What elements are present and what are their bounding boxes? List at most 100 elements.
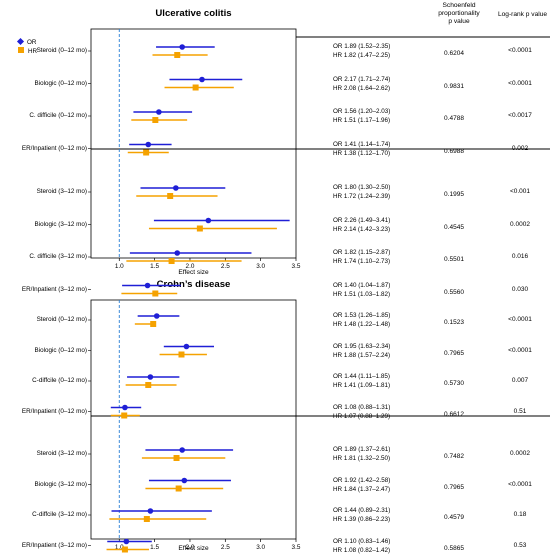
logrank-p: <0.0001 xyxy=(508,316,532,323)
x-axis-label: Effect size xyxy=(178,269,209,276)
hr-point xyxy=(143,149,150,156)
or-point xyxy=(179,44,185,50)
hr-point xyxy=(143,516,150,522)
or-point xyxy=(173,185,179,191)
schoenfeld-p: 0.4579 xyxy=(444,514,464,521)
or-estimate: OR 1.44 (1.11–1.85) xyxy=(333,373,390,380)
row-label: C-diffcile (3–12 mo) xyxy=(32,511,87,518)
row-label: C. difficile (3–12 mo) xyxy=(29,253,87,260)
hr-point xyxy=(121,546,128,553)
row-label: Biologic (3–12 mo) xyxy=(34,480,88,488)
logrank-p: 0.51 xyxy=(513,407,527,415)
legend-hr-label: HR xyxy=(28,48,38,55)
legend-or-label: OR xyxy=(27,39,37,46)
row-label: Biologic (3–12 mo) xyxy=(34,220,88,228)
schoenfeld-p: 0.5560 xyxy=(444,288,464,296)
schoenfeld-p: 0.1523 xyxy=(444,319,464,326)
logrank-p: 0.007 xyxy=(511,377,529,384)
or-point xyxy=(179,447,185,453)
or-estimate: OR 1.82 (1.15–2.87) xyxy=(333,249,391,256)
schoenfeld-p: 0.6988 xyxy=(444,147,464,155)
hr-point xyxy=(192,84,199,91)
or-estimate: OR 1.89 (1.37–2.61) xyxy=(333,446,391,453)
x-tick-label: 2.5 xyxy=(221,544,230,551)
hr-estimate: HR 1.72 (1.24–2.39) xyxy=(333,193,391,200)
schoenfeld-p: 0.5865 xyxy=(444,544,464,552)
legend-or: OR xyxy=(16,37,37,47)
hr-estimate: HR 2.08 (1.64–2.62) xyxy=(333,84,391,92)
x-tick-label: 1.5 xyxy=(150,544,159,551)
or-point xyxy=(183,343,190,350)
plot-frame xyxy=(90,299,297,540)
or-point xyxy=(156,109,162,115)
schoenfeld-p: 0.7482 xyxy=(444,453,464,460)
x-tick-label: 1.0 xyxy=(115,263,124,270)
hr-point xyxy=(152,117,159,123)
row-label: Steroid (0–12 mo) xyxy=(36,47,87,54)
x-tick-label: 1.5 xyxy=(150,263,159,270)
hr-estimate: HR 1.74 (1.10–2.73) xyxy=(333,258,391,265)
or-estimate: OR 2.17 (1.71–2.74) xyxy=(333,75,391,83)
hr-estimate: HR 1.41 (1.09–1.81) xyxy=(333,382,391,389)
row-label: ER/Inpatient (0–12 mo) xyxy=(21,144,87,152)
x-tick-label: 2.5 xyxy=(221,263,230,270)
panel-title: Ulcerative colitis xyxy=(155,8,232,19)
hr-estimate: HR 1.39 (0.86–2.23) xyxy=(333,516,391,523)
hr-point xyxy=(168,258,175,264)
schoenfeld-p: 0.6204 xyxy=(444,50,464,57)
logrank-p: <0.0001 xyxy=(508,480,532,488)
row-label: Steroid (0–12 mo) xyxy=(36,316,87,323)
x-tick-label: 3.5 xyxy=(292,263,301,270)
or-estimate: OR 1.53 (1.26–1.85) xyxy=(333,312,391,319)
legend-hr-marker xyxy=(18,47,24,53)
hr-estimate: HR 1.84 (1.37–2.47) xyxy=(333,485,391,493)
row-label: ER/Inpatient (3–12 mo) xyxy=(21,541,87,549)
hr-point xyxy=(167,193,174,199)
or-estimate: OR 1.10 (0.83–1.46) xyxy=(333,537,391,545)
or-estimate: OR 1.89 (1.52–2.35) xyxy=(333,43,391,50)
legend: OR HR xyxy=(16,37,38,56)
hr-point xyxy=(150,321,157,327)
hr-estimate: HR 2.14 (1.42–3.23) xyxy=(333,225,391,233)
x-tick-label: 2.0 xyxy=(186,544,195,551)
x-axis-label: Effect size xyxy=(178,545,209,552)
x-tick-label: 2.0 xyxy=(186,263,195,270)
hr-estimate: HR 1.08 (0.82–1.42) xyxy=(333,546,391,554)
hr-point xyxy=(121,412,128,419)
or-point xyxy=(199,76,205,83)
logrank-header: Log-rank p value xyxy=(497,11,548,18)
or-point xyxy=(153,313,160,319)
or-estimate: OR 1.44 (0.89–2.31) xyxy=(333,507,391,514)
x-tick-label: 3.0 xyxy=(256,544,265,551)
or-estimate: OR 1.92 (1.42–2.58) xyxy=(333,476,391,484)
or-estimate: OR 1.56 (1.20–2.03) xyxy=(333,108,391,115)
or-estimate: OR 1.80 (1.30–2.50) xyxy=(333,184,391,191)
schoenfeld-header-line2: proportionality xyxy=(438,10,480,17)
or-estimate: OR 1.41 (1.14–1.74) xyxy=(333,140,391,148)
hr-point xyxy=(178,351,185,358)
schoenfeld-p: 0.9831 xyxy=(444,82,464,90)
or-point xyxy=(122,404,128,411)
logrank-p: <0.0001 xyxy=(508,47,532,54)
hr-point xyxy=(196,225,203,232)
or-point xyxy=(144,282,151,289)
logrank-p: <0.0017 xyxy=(508,112,532,119)
logrank-p: 0.53 xyxy=(513,541,527,549)
schoenfeld-header-line1: Schoenfeld xyxy=(442,2,476,9)
hr-estimate: HR 1.51 (1.03–1.82) xyxy=(333,290,391,298)
logrank-p: 0.002 xyxy=(511,144,529,152)
schoenfeld-p: 0.5501 xyxy=(444,256,464,263)
or-estimate: OR 1.08 (0.88–1.31) xyxy=(333,403,391,411)
logrank-p: 0.18 xyxy=(513,511,527,518)
or-estimate: OR 1.40 (1.04–1.87) xyxy=(333,281,391,289)
or-estimate: OR 2.26 (1.49–3.41) xyxy=(333,216,391,224)
logrank-p: <0.0001 xyxy=(508,346,532,354)
row-label: C-diffcile (0–12 mo) xyxy=(32,377,87,384)
or-estimate: OR 1.95 (1.63–2.34) xyxy=(333,342,391,350)
plot-frame xyxy=(90,28,297,259)
hr-point xyxy=(174,52,181,58)
logrank-p: 0.0002 xyxy=(510,450,530,457)
schoenfeld-p: 0.5730 xyxy=(444,380,464,387)
or-point xyxy=(147,508,154,514)
